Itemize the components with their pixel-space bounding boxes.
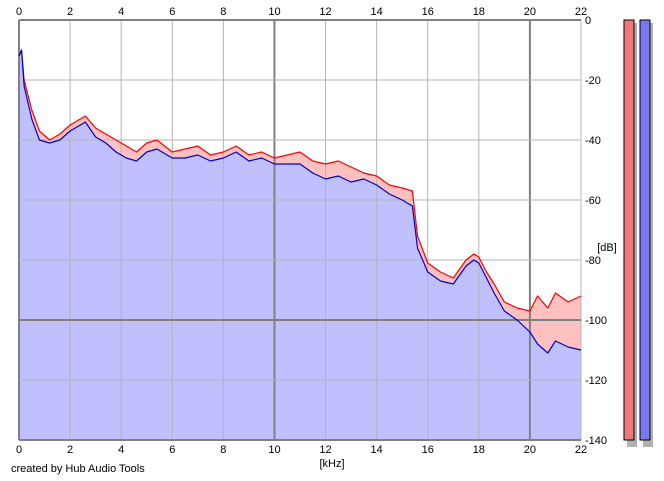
y-tick-label: -80 [585,255,601,267]
x-tick-label-bottom: 14 [371,444,383,456]
x-tick-labels-top: 0 2 4 6 8 10 12 14 16 18 20 22 [16,6,587,18]
x-tick-label-top: 2 [67,6,73,18]
credit-text: created by Hub Audio Tools [11,463,145,475]
x-tick-label-top: 6 [169,6,175,18]
y-tick-label: -140 [585,435,607,447]
x-tick-label-bottom: 18 [473,444,485,456]
x-tick-label-top: 0 [16,6,22,18]
spectrum-area [19,50,581,440]
y-tick-label: -20 [585,75,601,87]
series-areas [19,50,581,440]
x-tick-label-top: 8 [220,6,226,18]
x-tick-label-bottom: 6 [169,444,175,456]
x-tick-label-bottom: 16 [422,444,434,456]
x-tick-label-top: 10 [268,6,280,18]
y-tick-labels: 0 -20 -40 -60 -80 -100 -120 -140 [585,15,607,447]
y-tick-label: -100 [585,315,607,327]
series-line-2 [18,49,582,354]
x-tick-label-bottom: 8 [220,444,226,456]
y-tick-label: -40 [585,135,601,147]
difference-band [19,50,581,353]
level-meters [623,19,653,447]
x-tick-label-bottom: 22 [575,444,587,456]
x-tick-label-top: 18 [473,6,485,18]
x-tick-labels-bottom: 0 2 4 6 8 10 12 14 16 18 20 22 [16,444,587,456]
x-tick-label-bottom: 2 [67,444,73,456]
x-tick-label-top: 12 [319,6,331,18]
x-tick-label-top: 14 [371,6,383,18]
x-tick-label-bottom: 12 [319,444,331,456]
x-tick-label-top: 20 [524,6,536,18]
x-axis-label: [kHz] [319,458,344,470]
grid-lines [18,19,582,441]
y-tick-label: 0 [585,15,591,27]
y-axis-label: [dB] [597,242,617,254]
series-line-1 [18,49,582,312]
x-tick-label-top: 4 [118,6,124,18]
x-tick-label-top: 16 [422,6,434,18]
x-tick-label-bottom: 0 [16,444,22,456]
x-tick-label-top: 22 [575,6,587,18]
level-meter-2 [639,19,651,441]
series-lines [18,49,582,354]
level-meter-1 [623,19,635,441]
x-tick-label-bottom: 20 [524,444,536,456]
x-tick-label-bottom: 10 [268,444,280,456]
x-tick-label-bottom: 4 [118,444,124,456]
y-tick-label: -120 [585,375,607,387]
y-tick-label: -60 [585,195,601,207]
